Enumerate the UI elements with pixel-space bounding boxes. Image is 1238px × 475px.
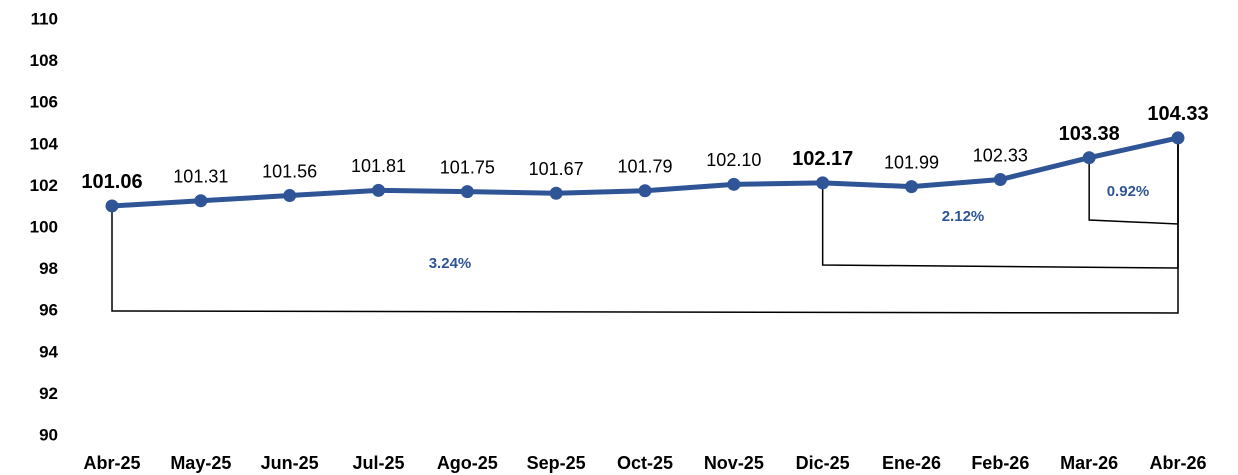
data-label: 101.99	[884, 152, 939, 172]
data-label: 101.06	[81, 171, 142, 193]
data-label: 102.10	[706, 150, 761, 170]
x-tick-label: Jun-25	[261, 453, 319, 473]
y-tick-label: 102	[30, 176, 58, 195]
data-label: 101.75	[440, 157, 495, 177]
data-label: 103.38	[1059, 123, 1120, 145]
annotation: 2.12%	[942, 208, 985, 225]
annotation: 3.24%	[429, 255, 472, 272]
point	[816, 176, 830, 190]
x-tick-label: Ago-25	[437, 453, 498, 473]
point	[283, 189, 297, 203]
x-tick-label: Oct-25	[617, 453, 673, 473]
x-tick-label: Jul-25	[352, 453, 404, 473]
y-tick-label: 96	[39, 301, 58, 320]
point	[194, 194, 208, 208]
data-label: 101.31	[173, 167, 228, 187]
y-tick-label: 92	[39, 384, 58, 403]
data-label: 101.67	[529, 159, 584, 179]
point	[372, 183, 385, 197]
point	[1082, 151, 1096, 165]
x-tick-label: Abr-26	[1149, 453, 1206, 473]
x-tick-label: Mar-26	[1060, 453, 1118, 473]
x-tick-label: Sep-25	[527, 453, 586, 473]
y-tick-label: 98	[39, 259, 58, 278]
x-tick-label: Abr-25	[83, 453, 140, 473]
x-tick-label: May-25	[170, 453, 231, 473]
y-tick-label: 110	[31, 9, 58, 28]
point	[105, 199, 119, 213]
y-tick-label: 106	[30, 93, 58, 112]
point	[638, 184, 652, 198]
point	[549, 186, 563, 200]
annotation: 0.92%	[1107, 183, 1150, 200]
data-label: 104.33	[1147, 103, 1208, 125]
point	[905, 180, 918, 194]
point	[1171, 131, 1185, 145]
y-tick-label: 104	[30, 134, 59, 153]
y-tick-label: 90	[39, 425, 58, 444]
data-label: 102.17	[792, 148, 853, 170]
data-label: 101.56	[262, 161, 317, 181]
point	[460, 185, 474, 199]
point	[727, 177, 741, 191]
y-tick-label: 108	[30, 51, 58, 70]
x-tick-label: Feb-26	[971, 453, 1029, 473]
data-label: 101.79	[617, 157, 672, 177]
y-tick-label: 94	[39, 342, 58, 361]
y-tick-label: 100	[30, 217, 58, 236]
bracket	[1088, 137, 1179, 225]
x-tick-label: Dic-25	[796, 453, 850, 473]
point	[993, 173, 1007, 187]
data-label: 101.81	[351, 156, 406, 176]
x-tick-label: Nov-25	[704, 453, 764, 473]
data-label: 102.33	[973, 145, 1028, 165]
x-tick-label: Ene-26	[882, 453, 941, 473]
